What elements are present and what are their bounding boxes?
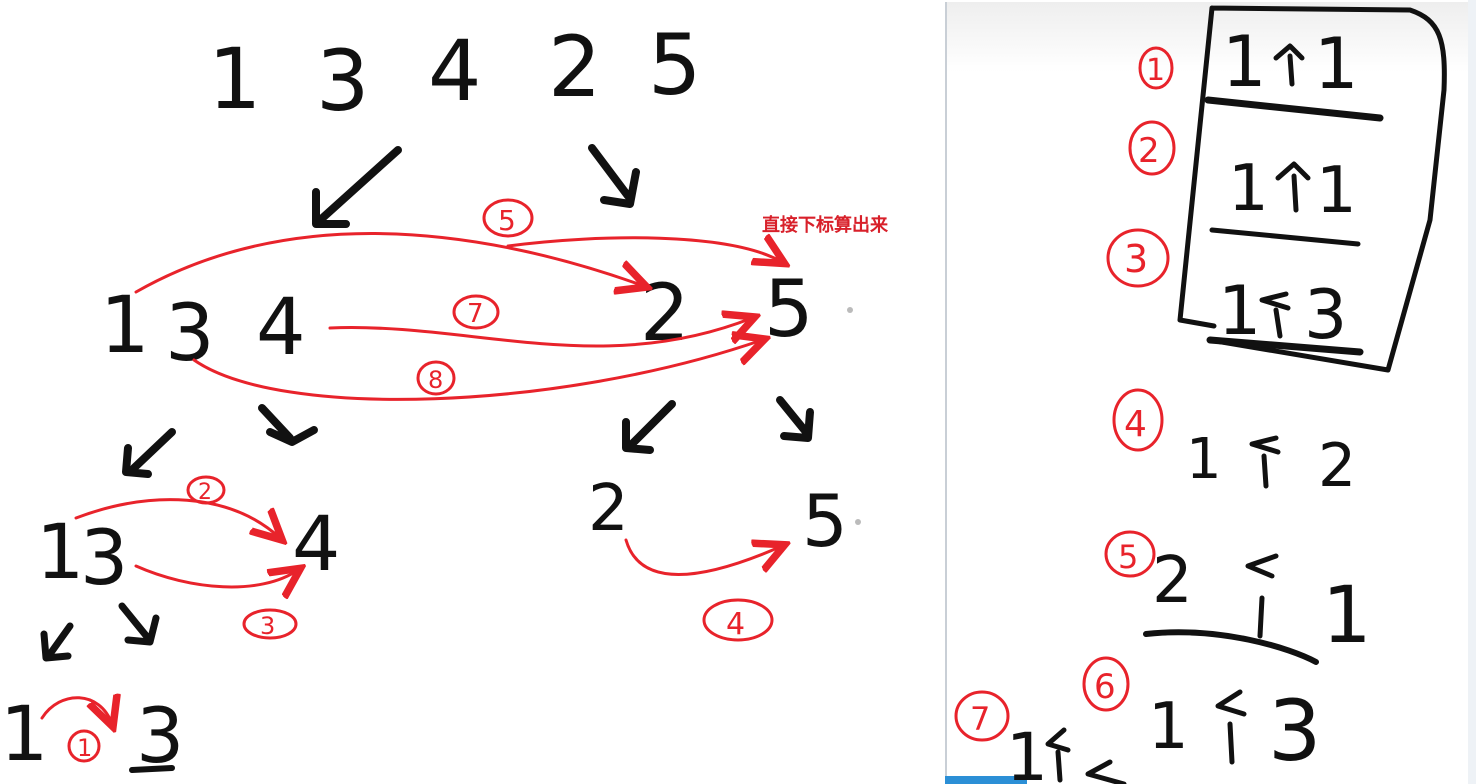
- panel-step-2: 2: [1138, 131, 1160, 171]
- panel-row-7-cmp: [1048, 730, 1124, 784]
- panel-step-1: 1: [1146, 53, 1165, 88]
- panel-row-3-cmp: [1262, 294, 1288, 336]
- panel-row-1-right: 1: [1314, 23, 1359, 105]
- panel-row-5-cmp: [1248, 556, 1276, 636]
- panel-row-2-left: 1: [1228, 152, 1269, 226]
- panel-row-5-left: 2: [1152, 544, 1193, 618]
- panel-row-6-right: 3: [1268, 682, 1321, 780]
- panel-row-6-left: 1: [1148, 690, 1189, 764]
- panel-row-2-right: 1: [1316, 154, 1357, 228]
- panel-row-1-left: 1: [1222, 21, 1267, 103]
- panel-step-3: 3: [1124, 237, 1148, 281]
- panel-row-4-left: 1: [1186, 427, 1222, 492]
- panel-row-3-right: 3: [1304, 276, 1347, 355]
- panel-divider-2: [1212, 230, 1358, 244]
- panel-step-4: 4: [1124, 404, 1147, 445]
- panel-divider-5: [1146, 632, 1316, 662]
- panel-row-1-cmp: [1276, 46, 1302, 84]
- panel-step-7: 7: [970, 700, 990, 738]
- panel-row-4-cmp: [1252, 438, 1278, 486]
- panel-row-6-cmp: [1218, 692, 1244, 762]
- panel-row-4-right: 2: [1318, 431, 1356, 501]
- panel-step-5: 5: [1118, 538, 1138, 576]
- panel-row-2-cmp: [1278, 164, 1308, 210]
- panel-row-7-left: 1: [1006, 719, 1048, 784]
- panel-step-6: 6: [1094, 667, 1116, 707]
- panel-row-5-right: 1: [1322, 571, 1372, 661]
